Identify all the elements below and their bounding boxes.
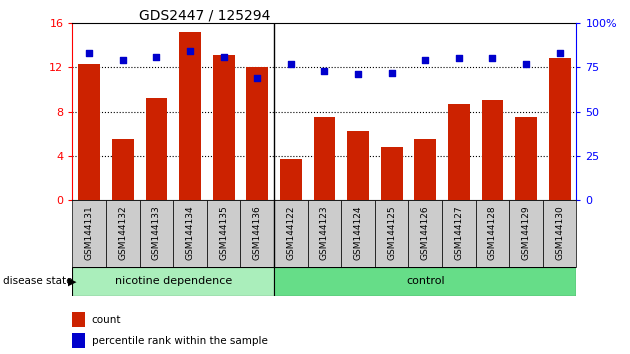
Bar bbox=[179, 32, 201, 200]
Bar bbox=[280, 159, 302, 200]
Bar bbox=[72, 200, 106, 267]
Point bbox=[252, 75, 262, 81]
Text: nicotine dependence: nicotine dependence bbox=[115, 276, 232, 286]
Point bbox=[387, 70, 397, 75]
Bar bbox=[207, 200, 241, 267]
Point bbox=[185, 48, 195, 54]
Bar bbox=[543, 200, 576, 267]
Bar bbox=[381, 147, 403, 200]
Point bbox=[118, 57, 128, 63]
Bar bbox=[146, 98, 168, 200]
Text: GDS2447 / 125294: GDS2447 / 125294 bbox=[139, 9, 270, 23]
Bar bbox=[481, 101, 503, 200]
Bar bbox=[173, 200, 207, 267]
Bar bbox=[106, 200, 140, 267]
Text: GSM144132: GSM144132 bbox=[118, 205, 127, 260]
Bar bbox=[515, 117, 537, 200]
Bar bbox=[509, 200, 543, 267]
Text: GSM144134: GSM144134 bbox=[186, 205, 195, 260]
Point bbox=[554, 50, 564, 56]
Bar bbox=[274, 267, 576, 296]
Text: GSM144122: GSM144122 bbox=[287, 205, 295, 260]
Bar bbox=[241, 200, 274, 267]
Text: GSM144126: GSM144126 bbox=[421, 205, 430, 260]
Text: GSM144128: GSM144128 bbox=[488, 205, 497, 260]
Bar bbox=[448, 104, 470, 200]
Bar bbox=[347, 131, 369, 200]
Point bbox=[84, 50, 94, 56]
Bar bbox=[415, 139, 436, 200]
Text: control: control bbox=[406, 276, 445, 286]
Bar bbox=[246, 67, 268, 200]
Text: GSM144131: GSM144131 bbox=[85, 205, 94, 260]
Bar bbox=[307, 200, 341, 267]
Text: GSM144133: GSM144133 bbox=[152, 205, 161, 260]
Text: count: count bbox=[91, 315, 121, 325]
Point bbox=[420, 57, 430, 63]
Bar bbox=[213, 55, 234, 200]
Bar bbox=[78, 64, 100, 200]
Text: percentile rank within the sample: percentile rank within the sample bbox=[91, 336, 268, 346]
Point bbox=[286, 61, 296, 67]
Bar bbox=[140, 200, 173, 267]
Point bbox=[521, 61, 531, 67]
Bar bbox=[341, 200, 375, 267]
Text: disease state: disease state bbox=[3, 276, 72, 286]
Text: GSM144135: GSM144135 bbox=[219, 205, 228, 260]
Bar bbox=[549, 58, 571, 200]
Bar bbox=[112, 139, 134, 200]
Point bbox=[151, 54, 161, 59]
Point bbox=[319, 68, 329, 74]
Bar bbox=[476, 200, 509, 267]
Text: GSM144136: GSM144136 bbox=[253, 205, 261, 260]
Text: GSM144127: GSM144127 bbox=[454, 205, 463, 260]
Bar bbox=[72, 333, 85, 348]
Bar bbox=[442, 200, 476, 267]
Bar bbox=[72, 267, 274, 296]
Text: GSM144123: GSM144123 bbox=[320, 205, 329, 260]
Bar bbox=[375, 200, 408, 267]
Text: GSM144130: GSM144130 bbox=[555, 205, 564, 260]
Text: GSM144129: GSM144129 bbox=[522, 205, 530, 260]
Bar bbox=[274, 200, 307, 267]
Bar bbox=[72, 312, 85, 327]
Text: GSM144124: GSM144124 bbox=[353, 205, 362, 260]
Bar bbox=[314, 117, 335, 200]
Point bbox=[488, 56, 498, 61]
Bar bbox=[408, 200, 442, 267]
Point bbox=[454, 56, 464, 61]
Point bbox=[353, 72, 363, 77]
Text: GSM144125: GSM144125 bbox=[387, 205, 396, 260]
Text: ▶: ▶ bbox=[68, 276, 76, 286]
Point bbox=[219, 54, 229, 59]
